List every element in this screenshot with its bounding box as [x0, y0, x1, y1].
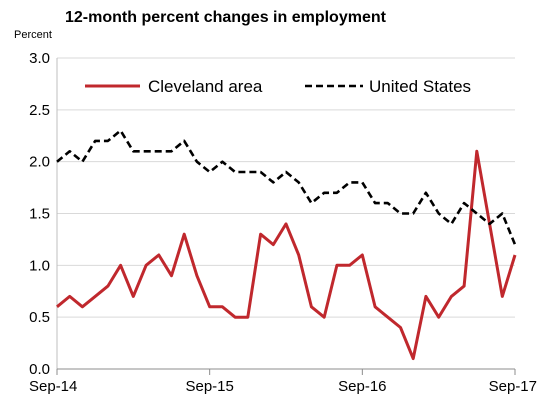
- x-tick-labels: Sep-14 Sep-15 Sep-16 Sep-17: [29, 369, 537, 395]
- y-tick-label: 2.5: [29, 102, 50, 119]
- y-tick-label: 0.5: [29, 309, 50, 326]
- y-tick-labels: 0.0 0.5 1.0 1.5 2.0 2.5 3.0: [29, 50, 50, 378]
- x-tick-label: Sep-15: [185, 378, 233, 395]
- y-tick-label: 3.0: [29, 50, 50, 67]
- x-tick-label: Sep-14: [29, 378, 77, 395]
- series-line-united-states: [56, 129, 517, 246]
- legend-label: Cleveland area: [148, 77, 263, 96]
- x-tick-label: Sep-17: [489, 378, 537, 395]
- series-lines: [56, 129, 517, 361]
- chart-title: 12-month percent changes in employment: [65, 9, 387, 26]
- y-axis-label: Percent: [14, 29, 52, 41]
- legend: Cleveland area United States: [85, 77, 471, 96]
- y-tick-label: 2.0: [29, 154, 50, 171]
- gridlines: [56, 57, 515, 370]
- y-tick-label: 1.0: [29, 257, 50, 274]
- y-tick-label: 0.0: [29, 361, 50, 378]
- x-tick-label: Sep-16: [338, 378, 386, 395]
- series-line-cleveland-area: [56, 149, 517, 361]
- legend-label: United States: [369, 77, 471, 96]
- y-tick-label: 1.5: [29, 206, 50, 223]
